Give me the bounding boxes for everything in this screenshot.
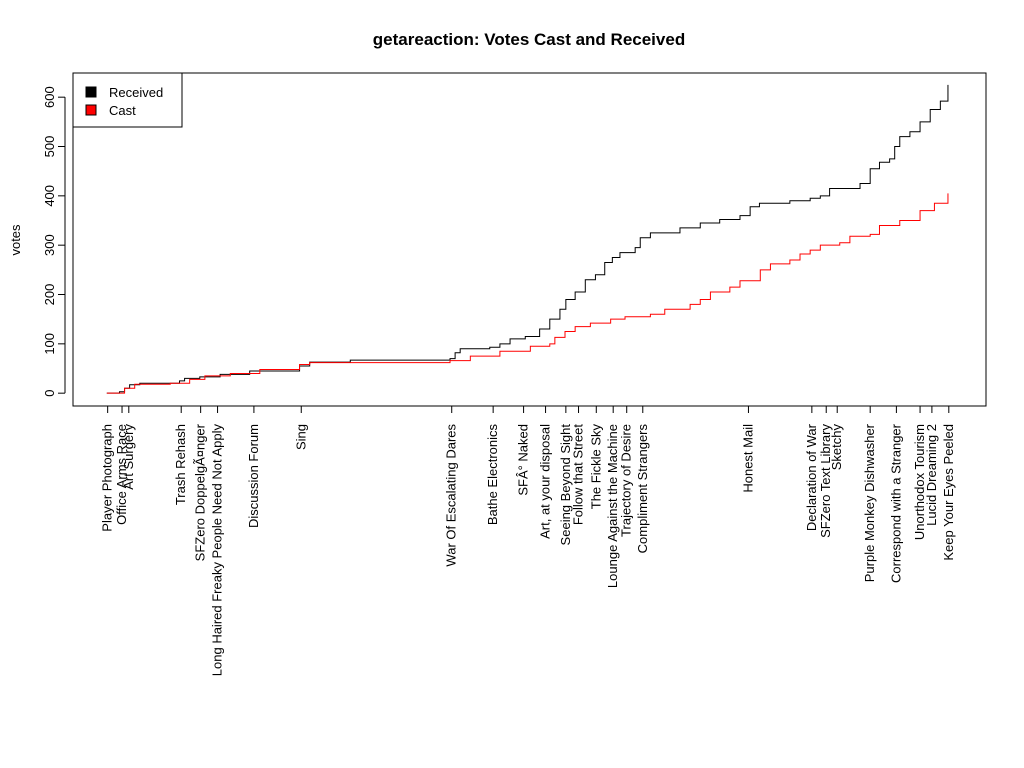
x-tick-label: Honest Mail — [740, 424, 755, 493]
x-tick-label: War Of Escalating Dares — [444, 424, 459, 567]
x-tick-label: SFZero Text Library — [818, 424, 833, 538]
legend-swatch — [85, 104, 97, 116]
x-tick-label: Trash Rehash — [173, 424, 188, 505]
x-tick-label: Bathe Electronics — [485, 424, 500, 526]
x-tick-label: Long Haired Freaky People Need Not Apply — [210, 424, 225, 677]
x-tick-label: Lucid Dreaming 2 — [924, 424, 939, 526]
y-tick-label: 600 — [42, 86, 57, 108]
x-tick-label: Compliment Strangers — [635, 424, 650, 554]
x-tick-label: Trajectory of Desire — [619, 424, 634, 537]
x-tick-label: Seeing Beyond Sight — [558, 424, 573, 546]
x-tick-label: Sketchy — [829, 424, 844, 471]
x-tick-label: Art Surgery — [121, 424, 136, 490]
x-tick-label: SFÂ° Naked — [516, 424, 531, 496]
x-tick-label: Keep Your Eyes Peeled — [941, 424, 956, 561]
x-tick-label: Art, at your disposal — [538, 424, 553, 539]
x-tick-label: Lounge Against the Machine — [605, 424, 620, 588]
y-tick-label: 100 — [42, 333, 57, 355]
legend-label: Received — [109, 85, 163, 100]
x-tick-label: Discussion Forum — [246, 424, 261, 528]
x-tick-label: SFZero DoppelgÃ¤nger — [193, 423, 208, 561]
y-tick-label: 500 — [42, 136, 57, 158]
y-tick-label: 200 — [42, 284, 57, 306]
y-tick-label: 300 — [42, 234, 57, 256]
x-tick-label: Unorthodox Tourism — [912, 424, 927, 540]
y-tick-label: 0 — [42, 390, 57, 397]
x-tick-label: Player Photograph — [100, 424, 115, 532]
y-tick-label: 400 — [42, 185, 57, 207]
x-tick-label: Office Arms Race — [114, 424, 129, 525]
x-tick-label: Follow that Street — [571, 424, 586, 526]
y-axis-label: votes — [8, 224, 23, 256]
x-tick-label: Sing — [293, 424, 308, 450]
x-tick-label: The Fickle Sky — [588, 424, 603, 510]
step-line — [106, 193, 949, 394]
x-tick-label: Correspond with a Stranger — [888, 423, 903, 583]
step-line — [106, 84, 949, 394]
legend-swatch — [85, 86, 97, 98]
legend-box — [72, 72, 183, 128]
legend-label: Cast — [109, 103, 136, 118]
x-tick-label: Declaration of War — [804, 423, 819, 531]
x-tick-label: Purple Monkey Dishwasher — [862, 423, 877, 582]
chart-title: getareaction: Votes Cast and Received — [373, 30, 685, 49]
